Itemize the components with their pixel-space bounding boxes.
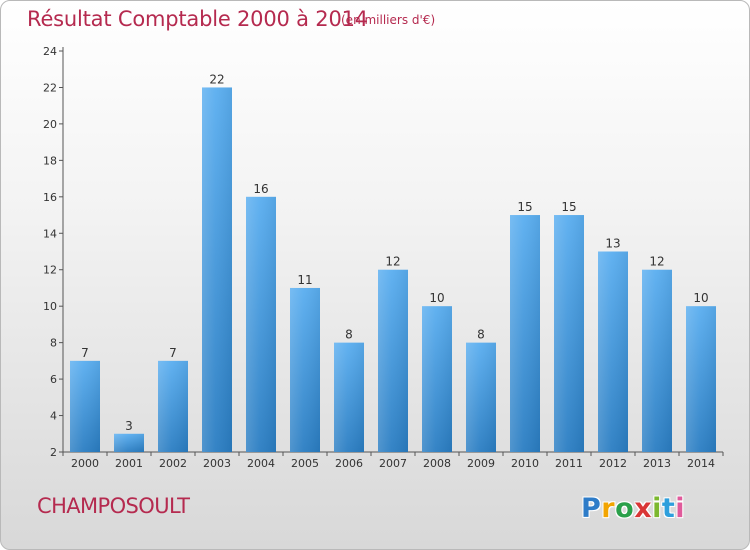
bar-value-label: 16 bbox=[253, 182, 268, 196]
x-tick-label: 2003 bbox=[203, 457, 231, 470]
bar-value-label: 15 bbox=[517, 200, 532, 214]
bar-value-label: 8 bbox=[477, 328, 485, 342]
y-tick-label: 2 bbox=[50, 446, 57, 459]
bar-shine bbox=[70, 360, 100, 452]
bar-shine bbox=[202, 87, 232, 453]
x-tick-label: 2006 bbox=[335, 457, 363, 470]
y-tick-label: 6 bbox=[50, 373, 57, 386]
y-tick-label: 18 bbox=[43, 154, 57, 167]
bar-shine bbox=[554, 215, 584, 452]
x-tick-label: 2011 bbox=[555, 457, 583, 470]
bar-value-label: 10 bbox=[693, 291, 708, 305]
bar-value-label: 3 bbox=[125, 419, 133, 433]
chart-subtitle: (en milliers d'€) bbox=[341, 13, 436, 27]
logo-letter: o bbox=[615, 493, 635, 524]
bar-shine bbox=[466, 342, 496, 452]
x-tick-label: 2009 bbox=[467, 457, 495, 470]
logo-letter: t bbox=[661, 493, 676, 524]
bar-shine bbox=[510, 215, 540, 452]
y-tick-label: 4 bbox=[50, 410, 57, 423]
x-tick-label: 2005 bbox=[291, 457, 319, 470]
commune-name: CHAMPOSOULT bbox=[37, 494, 190, 518]
bar-shine bbox=[246, 196, 276, 452]
y-tick-label: 10 bbox=[43, 300, 57, 313]
x-tick-label: 2004 bbox=[247, 457, 275, 470]
bar-shine bbox=[378, 269, 408, 452]
x-tick-label: 2007 bbox=[379, 457, 407, 470]
bar-value-label: 15 bbox=[561, 200, 576, 214]
bar-value-label: 12 bbox=[649, 255, 664, 269]
bar-shine bbox=[114, 433, 144, 452]
x-tick-label: 2002 bbox=[159, 457, 187, 470]
chart-title: Résultat Comptable 2000 à 2014 bbox=[27, 7, 368, 31]
y-tick-label: 8 bbox=[50, 337, 57, 350]
bar-value-label: 11 bbox=[297, 273, 312, 287]
bar-shine bbox=[158, 360, 188, 452]
logo-letter: x bbox=[634, 493, 653, 524]
x-tick-label: 2000 bbox=[71, 457, 99, 470]
x-tick-label: 2001 bbox=[115, 457, 143, 470]
x-tick-label: 2010 bbox=[511, 457, 539, 470]
y-tick-label: 16 bbox=[43, 191, 57, 204]
logo-letter: i bbox=[675, 493, 686, 524]
bar-shine bbox=[642, 269, 672, 452]
bar-value-label: 10 bbox=[429, 291, 444, 305]
bar-shine bbox=[334, 342, 364, 452]
logo-letter: P bbox=[581, 493, 602, 524]
bar-value-label: 7 bbox=[81, 346, 89, 360]
bar-shine bbox=[598, 251, 628, 452]
y-tick-label: 14 bbox=[43, 227, 57, 240]
x-tick-label: 2012 bbox=[599, 457, 627, 470]
bar-value-label: 8 bbox=[345, 328, 353, 342]
y-tick-label: 12 bbox=[43, 264, 57, 277]
x-tick-label: 2014 bbox=[687, 457, 715, 470]
bar-value-label: 12 bbox=[385, 255, 400, 269]
bar-value-label: 7 bbox=[169, 346, 177, 360]
y-tick-label: 24 bbox=[43, 45, 57, 58]
bar-shine bbox=[290, 287, 320, 452]
chart-labels: 7 2000 3 2001 7 2002 22 2003 16 2004 11 2005 8 2006 12… bbox=[71, 72, 715, 470]
chart-bars bbox=[70, 87, 716, 453]
bar-value-label: 13 bbox=[605, 237, 620, 251]
bar-shine bbox=[422, 306, 452, 452]
logo-letter: i bbox=[652, 493, 662, 524]
y-tick-label: 22 bbox=[43, 81, 57, 94]
bar-shine bbox=[686, 306, 716, 452]
x-tick-label: 2013 bbox=[643, 457, 671, 470]
bar-value-label: 22 bbox=[209, 72, 224, 86]
logo-letter: r bbox=[601, 493, 616, 524]
y-tick-label: 20 bbox=[43, 118, 57, 131]
x-tick-label: 2008 bbox=[423, 457, 451, 470]
